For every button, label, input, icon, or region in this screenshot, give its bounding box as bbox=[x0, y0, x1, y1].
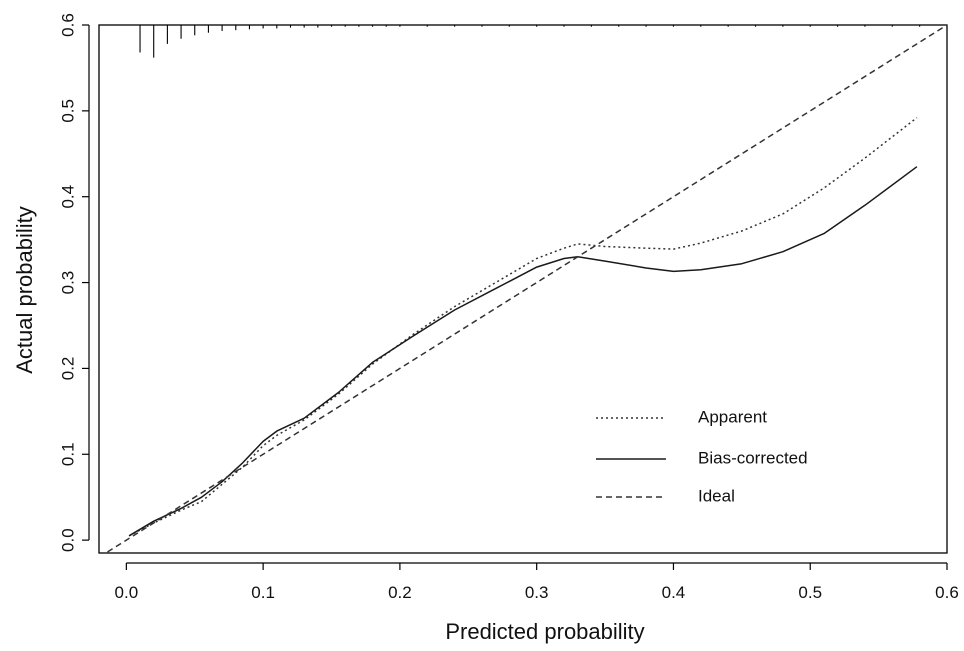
y-tick-label: 0.6 bbox=[58, 13, 77, 37]
x-tick-label: 0.2 bbox=[388, 583, 412, 602]
plot-frame bbox=[98, 24, 948, 554]
y-tick-label: 0.4 bbox=[58, 185, 77, 209]
y-axis-title: Actual probability bbox=[12, 206, 37, 374]
x-tick-label: 0.1 bbox=[251, 583, 275, 602]
x-tick-label: 0.5 bbox=[798, 583, 822, 602]
y-tick-label: 0.3 bbox=[58, 271, 77, 295]
x-axis-title: Predicted probability bbox=[445, 619, 644, 644]
x-tick-label: 0.4 bbox=[662, 583, 686, 602]
series-layer bbox=[104, 25, 947, 553]
y-axis: 0.0 0.1 0.2 0.3 0.4 0.5 0.6 bbox=[58, 13, 90, 552]
legend-label: Bias-corrected bbox=[698, 448, 808, 467]
x-tick-label: 0.0 bbox=[115, 583, 139, 602]
x-tick-label: 0.6 bbox=[935, 583, 959, 602]
x-tick-label: 0.3 bbox=[525, 583, 549, 602]
legend: Apparent Bias-corrected Ideal bbox=[596, 407, 808, 505]
series-line-ideal bbox=[104, 25, 947, 553]
legend-label: Ideal bbox=[698, 486, 735, 505]
y-tick-label: 0.2 bbox=[58, 357, 77, 381]
legend-label: Apparent bbox=[698, 407, 767, 426]
y-tick-label: 0.0 bbox=[58, 528, 77, 552]
y-tick-label: 0.1 bbox=[58, 442, 77, 466]
x-axis: 0.0 0.1 0.2 0.3 0.4 0.5 0.6 bbox=[115, 562, 959, 602]
rug-layer bbox=[139, 25, 921, 58]
y-tick-label: 0.5 bbox=[58, 99, 77, 123]
series-line-apparent bbox=[128, 117, 918, 537]
series-line-bias-corrected bbox=[128, 166, 918, 537]
